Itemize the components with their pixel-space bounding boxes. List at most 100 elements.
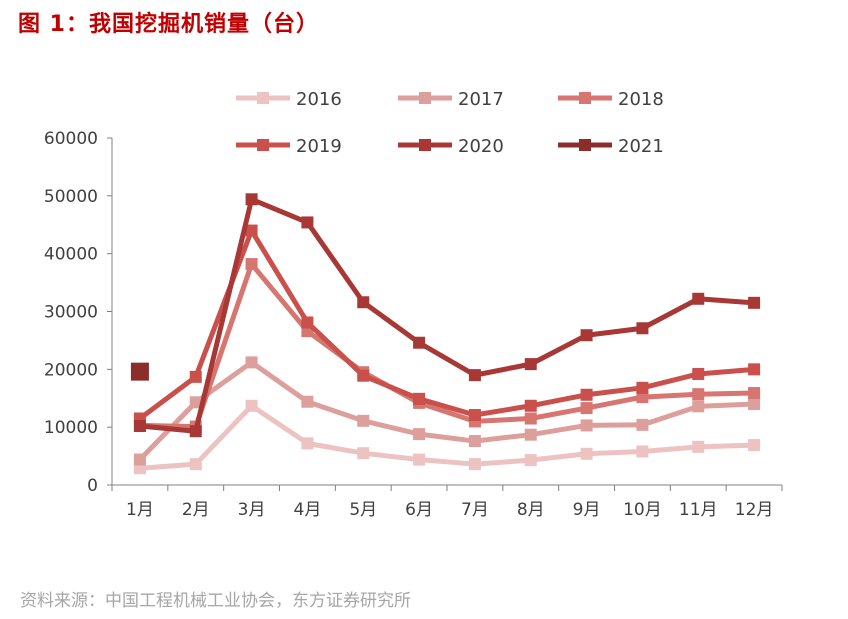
data-point-2020 — [357, 296, 370, 309]
data-point-2016 — [357, 447, 370, 460]
legend-swatch-marker — [419, 92, 431, 104]
data-point-2017 — [524, 428, 537, 441]
x-tick-label: 2月 — [182, 500, 210, 520]
data-point-2019 — [580, 388, 593, 401]
series-line-2017 — [138, 359, 755, 462]
x-tick-label: 3月 — [238, 500, 266, 520]
figure-title: 图 1：我国挖掘机销量（台） — [18, 12, 319, 37]
series-2020 — [133, 193, 761, 438]
data-point-2020 — [692, 292, 705, 305]
chart-series-layer — [130, 193, 761, 475]
legend-label: 2017 — [458, 89, 504, 110]
data-point-2017 — [692, 400, 705, 413]
series-2021 — [130, 362, 149, 381]
data-point-2019 — [524, 399, 537, 412]
x-tick-label: 5月 — [349, 500, 377, 520]
data-point-2016 — [636, 445, 649, 458]
data-point-2019 — [468, 409, 481, 422]
legend-item-2021: 2021 — [558, 136, 664, 157]
data-point-2020 — [524, 358, 537, 371]
chart-legend: 2016 2017 2018 2019 2020 2021 — [236, 89, 664, 157]
data-point-2019 — [636, 381, 649, 394]
data-point-2019 — [692, 367, 705, 380]
data-point-2019 — [189, 370, 202, 383]
data-point-2017 — [748, 398, 761, 411]
data-point-2016 — [468, 458, 481, 471]
chart-axes: 0 10000 20000 30000 40000 50000 60000 1月 2月 3月 4月 5… — [44, 129, 783, 520]
x-tick-label: 1月 — [126, 500, 154, 520]
data-point-2020 — [301, 216, 314, 229]
data-point-2018 — [748, 387, 761, 400]
legend-item-2018: 2018 — [558, 89, 664, 110]
legend-swatch-marker — [257, 139, 269, 151]
series-line-2016 — [139, 403, 755, 471]
data-point-2019 — [413, 392, 426, 405]
data-point-2020 — [413, 336, 426, 349]
data-point-2017 — [580, 419, 593, 432]
data-point-2017 — [413, 428, 426, 441]
data-point-2016 — [692, 440, 705, 453]
data-point-2020 — [580, 329, 593, 342]
data-point-2016 — [301, 437, 314, 450]
x-tick-label: 8月 — [517, 500, 545, 520]
legend-swatch-marker — [419, 139, 431, 151]
legend-label: 2016 — [296, 89, 342, 110]
data-point-2018 — [524, 412, 537, 425]
y-tick-label: 0 — [87, 476, 98, 496]
series-line-2019 — [138, 228, 755, 421]
data-point-2020 — [468, 369, 481, 382]
legend-item-2020: 2020 — [398, 136, 504, 157]
x-tick-label: 9月 — [573, 500, 601, 520]
series-line-2018 — [139, 261, 755, 430]
data-point-2020 — [189, 425, 202, 438]
data-point-2020 — [636, 322, 649, 335]
series-2019 — [133, 224, 761, 425]
figure-source: 资料来源：中国工程机械工业协会，东方证券研究所 — [20, 591, 411, 611]
data-point-2017 — [301, 395, 314, 408]
data-point-2020 — [245, 193, 258, 206]
data-point-2018 — [580, 402, 593, 415]
legend-label: 2019 — [296, 136, 342, 157]
legend-label: 2021 — [618, 136, 664, 157]
legend-item-2017: 2017 — [398, 89, 504, 110]
series-2016 — [133, 399, 761, 475]
series-2017 — [133, 356, 761, 466]
data-point-2018 — [245, 258, 258, 271]
series-line-2020 — [139, 196, 755, 434]
data-point-2020 — [133, 420, 146, 433]
data-point-2016 — [189, 458, 202, 471]
x-tick-label: 7月 — [461, 500, 489, 520]
legend-swatch-marker — [579, 139, 591, 151]
data-point-2019 — [301, 316, 314, 329]
data-point-2016 — [245, 399, 258, 412]
data-point-2019 — [245, 224, 258, 237]
x-tick-label: 12月 — [735, 500, 774, 520]
data-point-2018 — [692, 388, 705, 401]
x-tick-label: 4月 — [294, 500, 322, 520]
legend-item-2019: 2019 — [236, 136, 342, 157]
data-point-2017 — [636, 418, 649, 431]
data-point-2017 — [357, 414, 370, 427]
data-point-2016 — [524, 454, 537, 467]
data-point-2019 — [748, 363, 761, 376]
legend-swatch-marker — [579, 92, 591, 104]
legend-item-2016: 2016 — [236, 89, 342, 110]
y-tick-label: 40000 — [44, 245, 98, 265]
y-tick-label: 30000 — [44, 303, 98, 323]
data-point-2021 — [130, 362, 149, 381]
legend-label: 2018 — [618, 89, 664, 110]
data-point-2016 — [413, 453, 426, 466]
data-point-2018 — [636, 391, 649, 404]
y-tick-label: 60000 — [44, 129, 98, 149]
y-tick-label: 20000 — [44, 360, 98, 380]
data-point-2019 — [357, 369, 370, 382]
legend-label: 2020 — [458, 136, 504, 157]
data-point-2017 — [245, 356, 258, 369]
data-point-2017 — [133, 453, 146, 466]
data-point-2017 — [189, 396, 202, 409]
y-tick-label: 50000 — [44, 187, 98, 207]
data-point-2020 — [748, 296, 761, 309]
y-tick-label: 10000 — [44, 418, 98, 438]
legend-swatch-marker — [257, 92, 269, 104]
